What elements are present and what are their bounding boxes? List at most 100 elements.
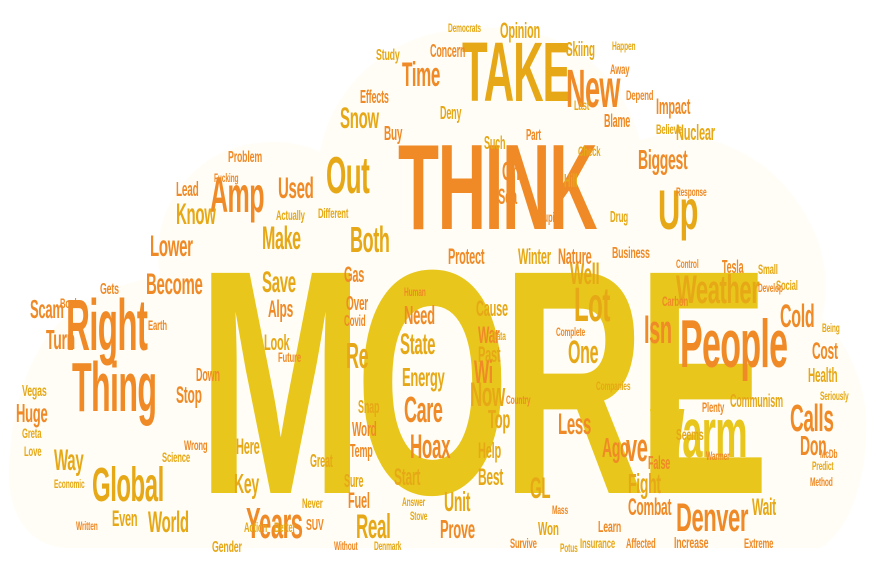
word-biggest: Biggest [638, 144, 688, 175]
word-companies: Companies [596, 379, 631, 393]
word-unit: Unit [444, 486, 471, 517]
word-sea: Sea [498, 184, 517, 209]
word-won: Won [538, 519, 559, 539]
word-time: Time [402, 56, 441, 94]
word-communism: Communism [730, 391, 783, 411]
word-sure: Sure [344, 471, 364, 491]
word-snow: Snow [340, 102, 379, 135]
word-ve: ve [626, 426, 648, 470]
word-wrong: Wrong [184, 437, 208, 453]
word-one: One [568, 334, 599, 370]
word-gender: Gender [212, 539, 242, 556]
word-turn: Turn [46, 324, 75, 355]
word-denver: Denver [676, 496, 748, 540]
word-carbon: Carbon [662, 293, 689, 309]
word-denmark: Denmark [374, 539, 402, 553]
word-mass: Mass [552, 503, 568, 517]
word-concern: Concern [430, 41, 466, 61]
word-alps: Alps [268, 296, 294, 323]
word-response: Response [676, 185, 707, 199]
word-top: Top [488, 404, 511, 434]
word-seriously: Seriously [820, 389, 849, 403]
word-think: THINK [398, 119, 598, 255]
word-wait: Wait [752, 494, 776, 521]
word-book: Book [60, 295, 79, 311]
word-great: Great [310, 451, 333, 471]
word-cold: Cold [780, 298, 815, 334]
word-stove: Stove [410, 509, 428, 523]
word-fuel: Fuel [348, 488, 370, 513]
word-even: Even [112, 506, 138, 531]
word-wi: Wi [474, 354, 493, 390]
word-earth: Earth [148, 317, 167, 333]
word-increase: Increase [674, 535, 709, 552]
word-care: Care [404, 389, 443, 430]
word-nature: Nature [558, 244, 592, 269]
word-ago: Ago [602, 432, 629, 463]
word-way: Way [54, 444, 84, 477]
word-take: TAKE [462, 25, 571, 119]
word-help: Help [478, 438, 501, 463]
word-state: State [400, 328, 436, 361]
word-effects: Effects [360, 87, 389, 107]
word-skiing: Skiing [566, 39, 595, 61]
word-better: Better [274, 519, 296, 535]
word-stupid: Stupid [536, 209, 560, 225]
word-past: Past [478, 342, 501, 367]
word-blame: Blame [604, 111, 631, 131]
word-save: Save [262, 266, 296, 299]
word-war: War [478, 322, 500, 349]
word-democrats: Democrats [448, 21, 481, 35]
word-without: Without [334, 539, 358, 553]
word-health: Health [808, 365, 838, 387]
word-opinion: Opinion [500, 18, 541, 43]
word-fight: Fight [628, 468, 661, 499]
word-lead: Lead [176, 179, 199, 201]
word-up: Up [658, 178, 698, 241]
word-learn: Learn [598, 519, 622, 536]
word-energy: Energy [402, 362, 445, 392]
word-re: Re [346, 335, 369, 376]
word-gets: Gets [100, 281, 119, 298]
word-suv: SUV [306, 517, 324, 534]
word-look: Look [264, 330, 290, 355]
word-predict: Predict [812, 459, 834, 473]
word-new: New [566, 59, 620, 119]
word-gas: Gas [344, 262, 365, 287]
word-weather: Weather [676, 268, 760, 312]
word-become: Become [146, 268, 203, 301]
word-snap: Snap [358, 397, 380, 417]
word-affected: Affected [626, 535, 656, 551]
word-calls: Calls [790, 398, 834, 440]
word-seems: Seems [676, 427, 704, 444]
word-method: Method [810, 475, 833, 489]
word-never: Never [302, 495, 323, 511]
word-small: Small [758, 261, 778, 277]
word-real: Real [356, 508, 391, 546]
word-economic: Economic [54, 477, 85, 491]
word-mcdb: McDb [820, 447, 838, 461]
word-over: Over [346, 293, 368, 315]
word-key: Key [234, 468, 259, 499]
word-problem: Problem [228, 149, 262, 166]
word-right: Right [66, 286, 148, 366]
word-used: Used [278, 172, 314, 205]
word-amp: Amp [210, 167, 265, 223]
word-impact: Impact [656, 94, 691, 119]
word-well: Well [570, 258, 600, 291]
word-gl: GL [530, 472, 551, 505]
word-protect: Protect [448, 244, 485, 269]
word-country: Country [506, 393, 531, 407]
word-vegas: Vegas [22, 383, 47, 400]
word-data: Data [492, 329, 506, 343]
word-lot: Lot [574, 279, 610, 332]
word-nuclear: Nuclear [676, 120, 715, 145]
word-stop: Stop [176, 382, 202, 409]
word-huge: Huge [16, 398, 48, 428]
word-study: Study [376, 47, 400, 64]
word-develop: Develop [758, 281, 783, 295]
word-complete: Complete [556, 325, 586, 339]
word-tesla: Tesla [722, 257, 744, 277]
word-fucking: Fucking [214, 171, 239, 185]
